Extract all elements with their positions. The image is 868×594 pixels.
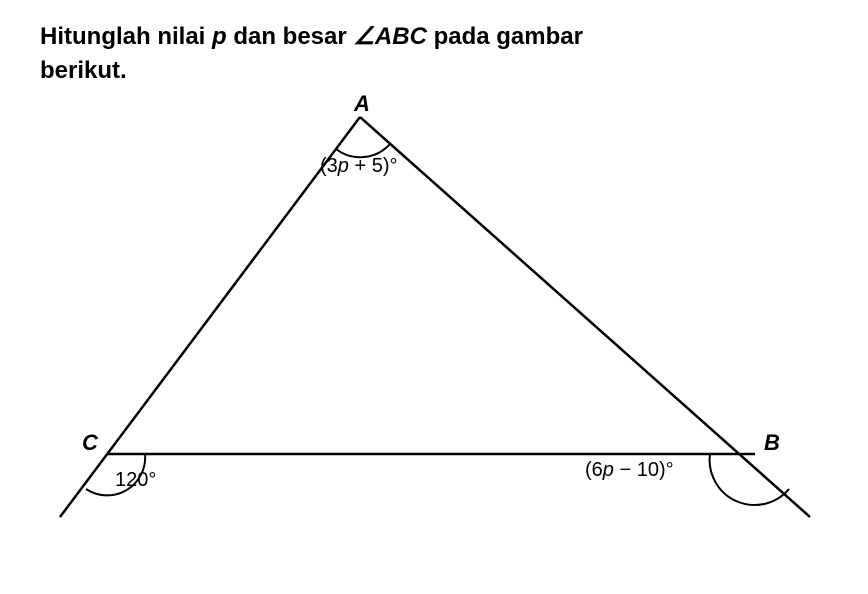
question-text: Hitunglah nilai p dan besar ∠ABC pada ga… — [40, 20, 828, 87]
angle-b-open: (6 — [585, 459, 603, 481]
angle-a-expression: (3p + 5)° — [320, 155, 398, 178]
angle-b-var: p — [603, 459, 614, 481]
q-angle-abc: ∠ABC — [353, 23, 427, 50]
line-ac-extended — [60, 117, 360, 517]
angle-a-close: + 5)° — [349, 155, 398, 177]
angle-a-open: (3 — [320, 155, 338, 177]
q-text-3: pada gambar — [427, 23, 583, 50]
angle-b-expression: (6p − 10)° — [585, 459, 674, 482]
angle-c-value: 120° — [115, 469, 156, 492]
vertex-label-a: A — [354, 91, 370, 117]
line-ab-extended — [360, 117, 810, 517]
q-line2: berikut. — [40, 57, 127, 84]
angle-a-var: p — [338, 155, 349, 177]
q-text-2: dan besar — [227, 23, 354, 50]
triangle-diagram: A B C (3p + 5)° (6p − 10)° 120° — [40, 97, 828, 567]
q-text-1: Hitunglah nilai — [40, 23, 212, 50]
q-var-p: p — [212, 23, 227, 50]
vertex-label-c: C — [82, 430, 98, 456]
triangle-svg — [40, 97, 828, 567]
angle-b-close: − 10)° — [614, 459, 674, 481]
vertex-label-b: B — [764, 430, 780, 456]
